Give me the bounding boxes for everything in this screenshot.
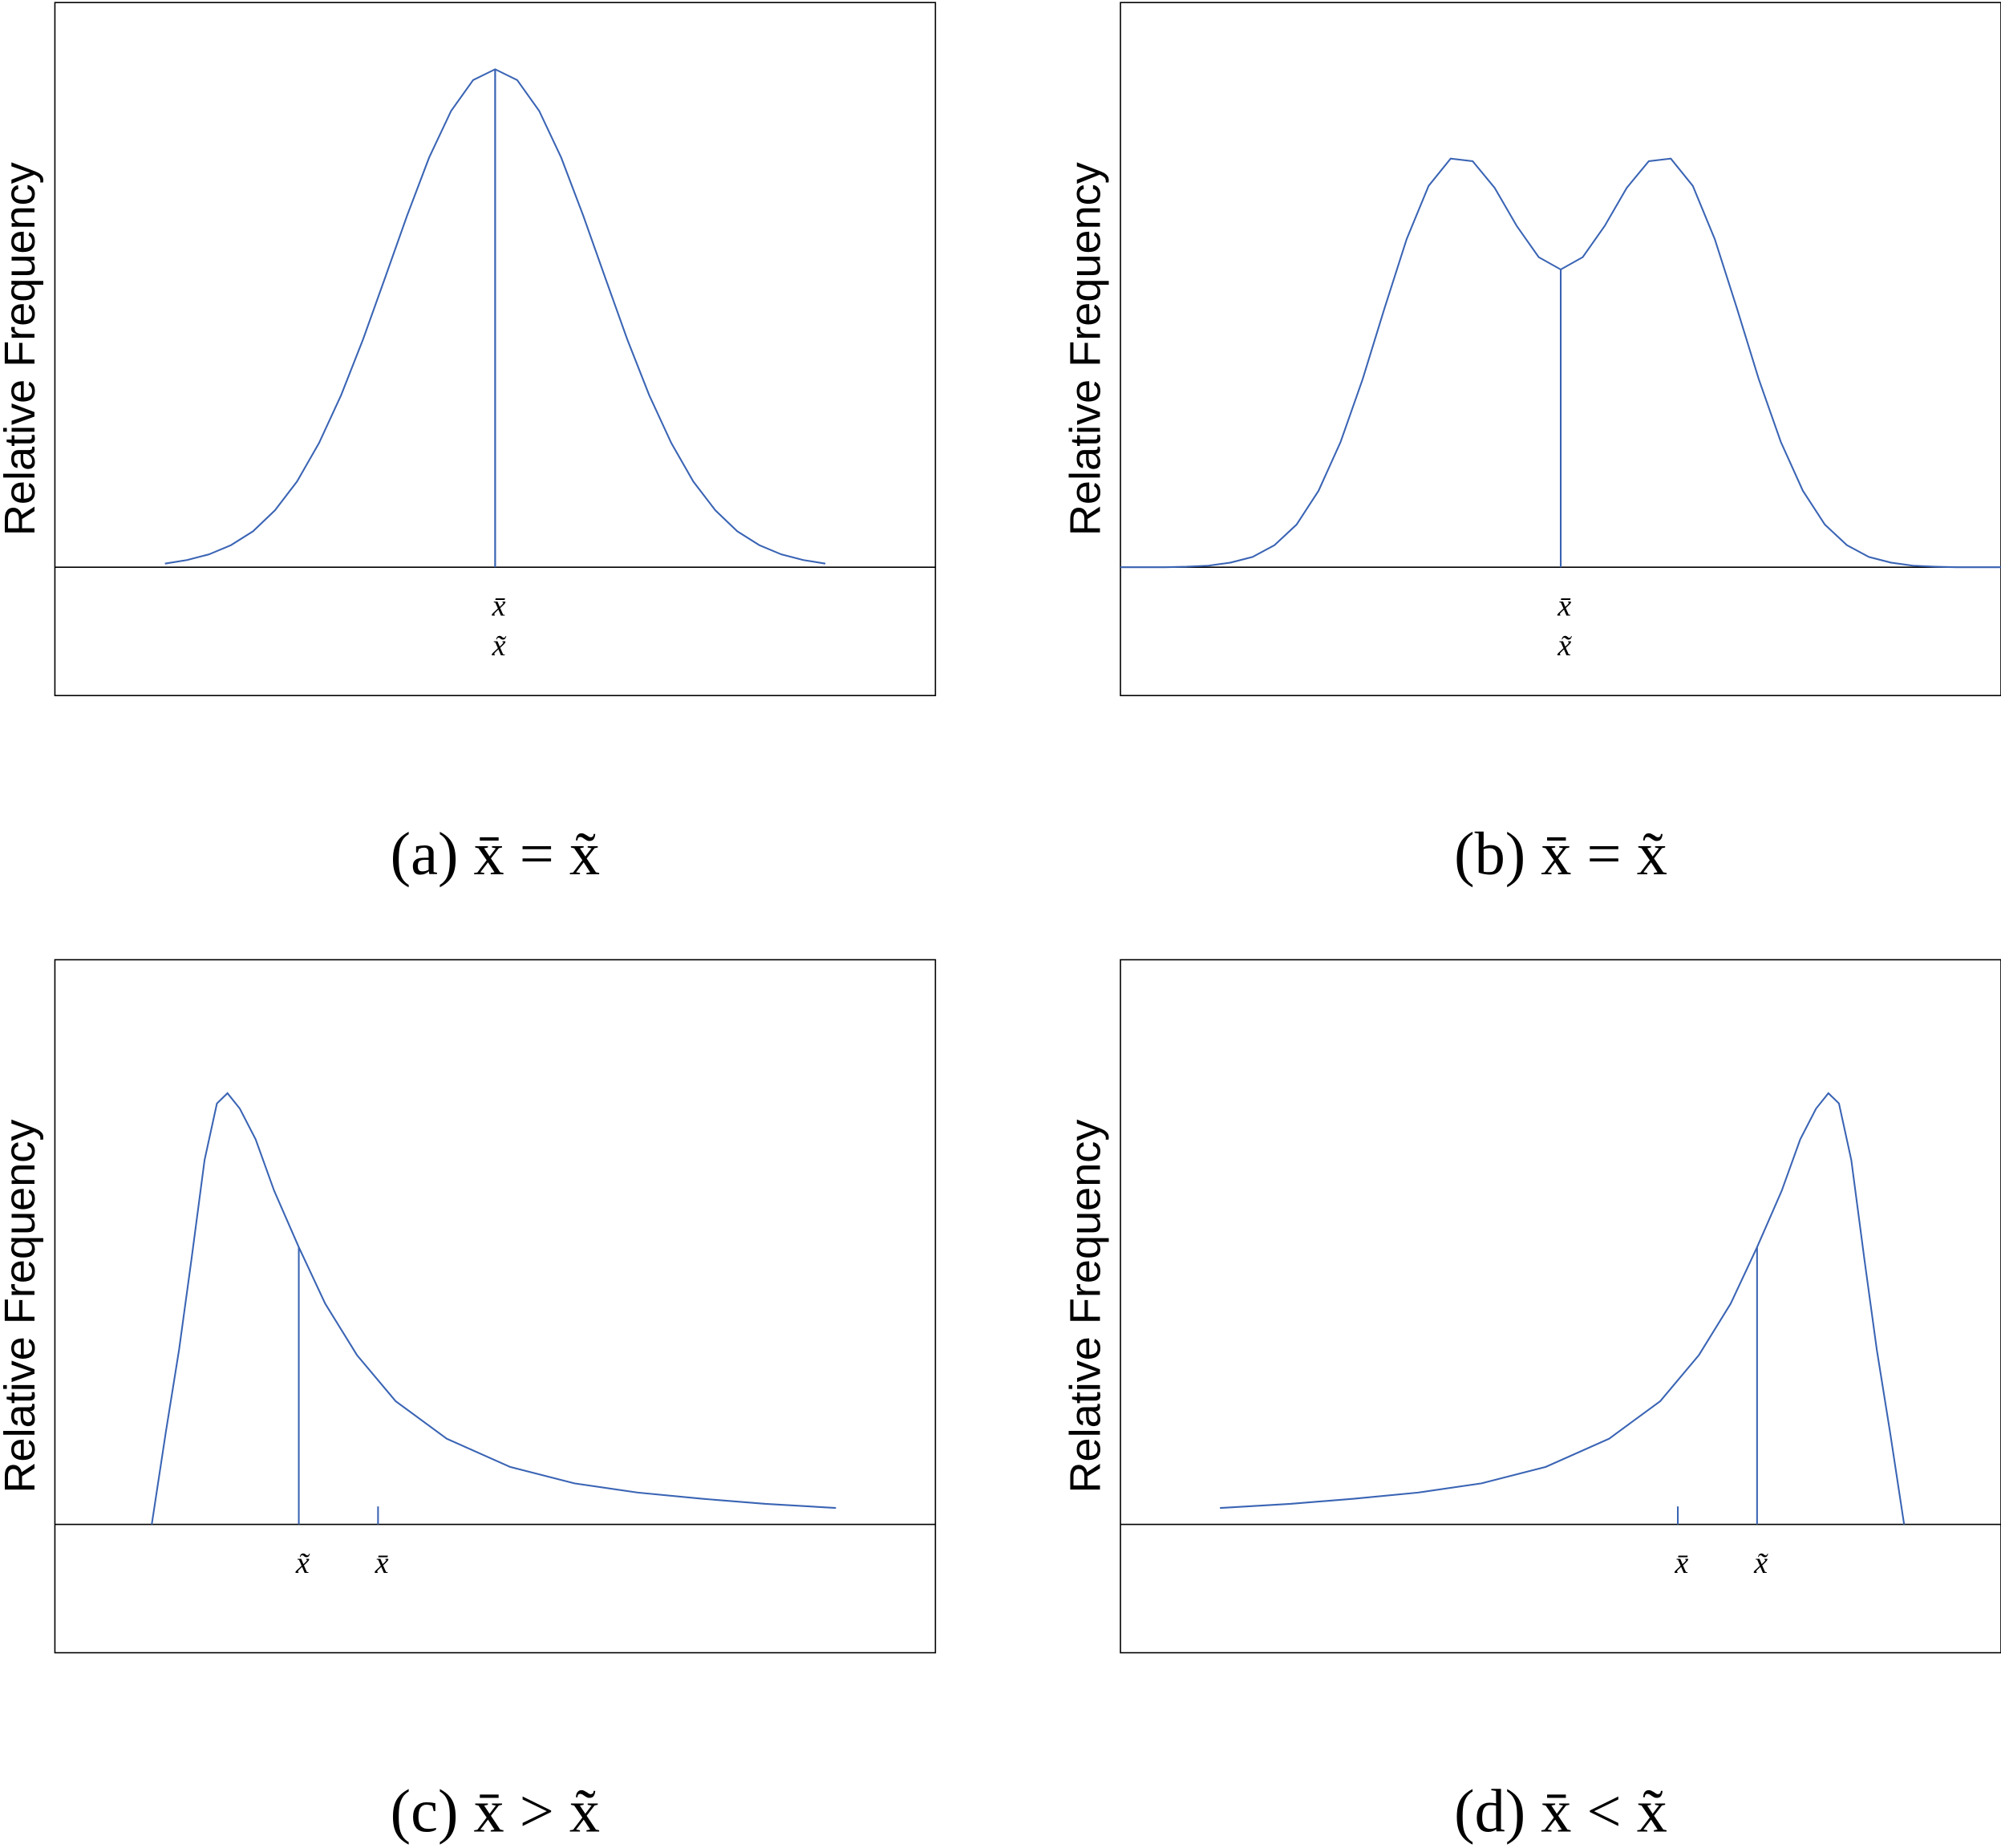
panel-caption: (c) x̄ > x̃ — [391, 1777, 600, 1845]
panel-caption: (d) x̄ < x̃ — [1454, 1777, 1667, 1845]
distribution-curve — [1220, 1092, 1906, 1525]
marker-label: x̃ — [1557, 629, 1573, 663]
panel: Relative Frequency x̄ x̃ (a) x̄ = x̃ — [0, 2, 937, 888]
marker-label: x̄ — [1557, 590, 1571, 623]
marker-label: x̃ — [295, 1546, 311, 1580]
panel: Relative Frequency x̄ x̃ (d) x̄ < x̃ — [1062, 958, 2001, 1845]
marker-label: x̄ — [375, 1546, 389, 1580]
panel-caption: (a) x̄ = x̃ — [391, 820, 600, 888]
plot-frame — [1120, 958, 2001, 1654]
panel: Relative Frequency x̃ x̄ (c) x̄ > x̃ — [0, 958, 937, 1845]
y-axis-label: Relative Frequency — [0, 1120, 44, 1493]
distribution-curve — [151, 1092, 836, 1525]
y-axis-label: Relative Frequency — [1062, 1120, 1110, 1493]
panel-caption: (b) x̄ = x̃ — [1454, 820, 1667, 888]
y-axis-label: Relative Frequency — [0, 162, 44, 536]
marker-label: x̃ — [1753, 1546, 1769, 1580]
marker-label: x̄ — [492, 590, 506, 623]
marker-label: x̃ — [492, 629, 508, 663]
panel: Relative Frequency x̄ x̃ (b) x̄ = x̃ — [1062, 2, 2001, 888]
plot-frame — [54, 2, 937, 696]
plot-frame — [54, 958, 937, 1654]
y-axis-label: Relative Frequency — [1062, 162, 1110, 536]
marker-label: x̄ — [1674, 1546, 1688, 1580]
